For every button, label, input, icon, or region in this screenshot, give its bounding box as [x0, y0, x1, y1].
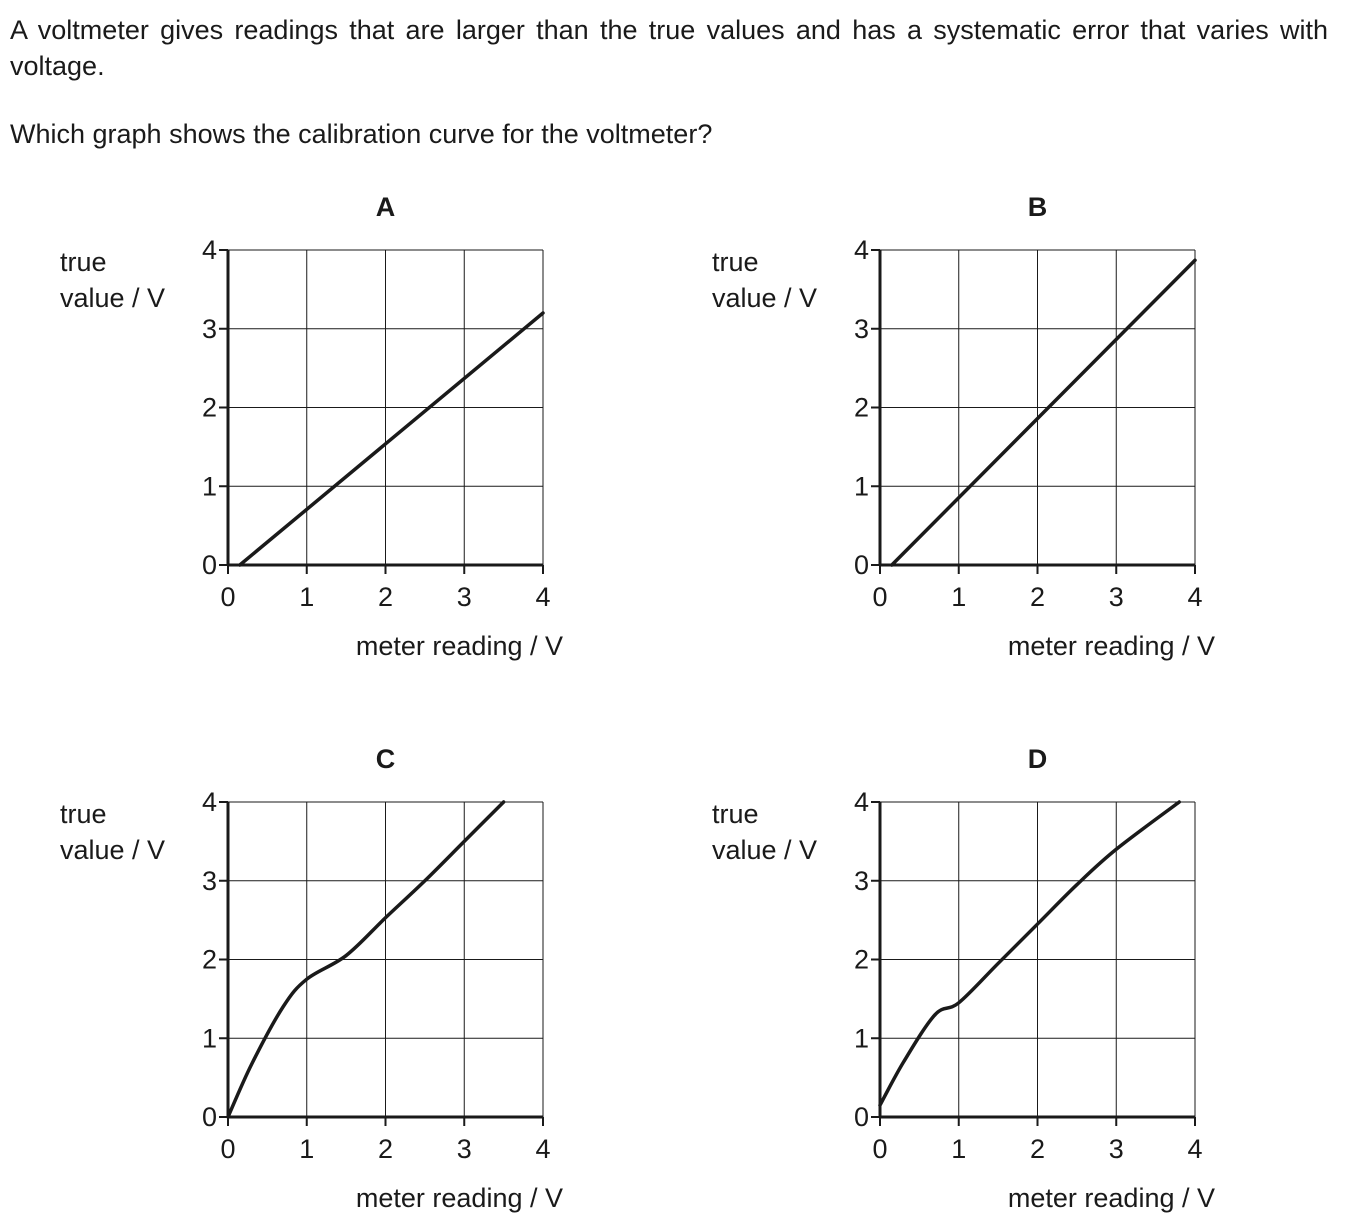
x-tick-label: 3: [457, 582, 472, 612]
y-tick-label: 1: [854, 1023, 869, 1053]
y-tick-label: 0: [854, 550, 869, 580]
x-tick-label: 2: [378, 1134, 393, 1164]
y-tick-label: 4: [854, 235, 869, 265]
y-axis-label-line2: value / V: [60, 283, 165, 313]
y-tick-label: 4: [202, 235, 217, 265]
y-tick-label: 2: [202, 945, 217, 975]
y-tick-label: 3: [854, 314, 869, 344]
calibration-curve: [226, 800, 506, 1119]
chart-title: D: [1028, 744, 1048, 774]
x-tick-label: 1: [951, 582, 966, 612]
x-tick-label: 0: [220, 582, 235, 612]
x-tick-label: 1: [299, 582, 314, 612]
y-tick-label: 0: [854, 1102, 869, 1132]
x-axis-label: meter reading / V: [356, 631, 563, 661]
y-tick-label: 3: [202, 314, 217, 344]
x-tick-label: 4: [535, 582, 550, 612]
x-axis-label: meter reading / V: [1008, 1183, 1215, 1213]
x-tick-label: 4: [1187, 1134, 1202, 1164]
calibration-curve: [238, 311, 545, 567]
y-axis-label-line1: true: [60, 247, 107, 277]
x-tick-label: 0: [872, 582, 887, 612]
y-axis-label-line1: true: [712, 799, 759, 829]
y-tick-label: 2: [854, 945, 869, 975]
y-tick-label: 2: [854, 393, 869, 423]
y-axis-label-line2: value / V: [712, 283, 817, 313]
x-axis-label: meter reading / V: [1008, 631, 1215, 661]
x-tick-label: 0: [220, 1134, 235, 1164]
calibration-curve: [878, 800, 1181, 1107]
y-tick-label: 4: [854, 787, 869, 817]
x-tick-label: 2: [378, 582, 393, 612]
y-tick-label: 0: [202, 550, 217, 580]
y-axis-label-line1: true: [712, 247, 759, 277]
y-tick-label: 3: [202, 866, 217, 896]
y-tick-label: 2: [202, 393, 217, 423]
y-tick-label: 1: [854, 471, 869, 501]
x-tick-label: 3: [457, 1134, 472, 1164]
question-stem: A voltmeter gives readings that are larg…: [10, 15, 1328, 81]
x-tick-label: 2: [1030, 1134, 1045, 1164]
y-tick-label: 0: [202, 1102, 217, 1132]
x-tick-label: 3: [1109, 1134, 1124, 1164]
chart-title: A: [376, 192, 396, 222]
y-tick-label: 1: [202, 471, 217, 501]
question-prompt: Which graph shows the calibration curve …: [10, 119, 713, 149]
y-tick-label: 4: [202, 787, 217, 817]
x-tick-label: 2: [1030, 582, 1045, 612]
y-tick-label: 3: [854, 866, 869, 896]
y-axis-label-line2: value / V: [712, 835, 817, 865]
chart-title: C: [376, 744, 396, 774]
x-tick-label: 0: [872, 1134, 887, 1164]
x-tick-label: 4: [535, 1134, 550, 1164]
x-tick-label: 4: [1187, 582, 1202, 612]
y-tick-label: 1: [202, 1023, 217, 1053]
x-tick-label: 1: [299, 1134, 314, 1164]
x-tick-label: 3: [1109, 582, 1124, 612]
chart-title: B: [1028, 192, 1048, 222]
y-axis-label-line1: true: [60, 799, 107, 829]
x-tick-label: 1: [951, 1134, 966, 1164]
calibration-curve: [890, 258, 1197, 567]
x-axis-label: meter reading / V: [356, 1183, 563, 1213]
y-axis-label-line2: value / V: [60, 835, 165, 865]
